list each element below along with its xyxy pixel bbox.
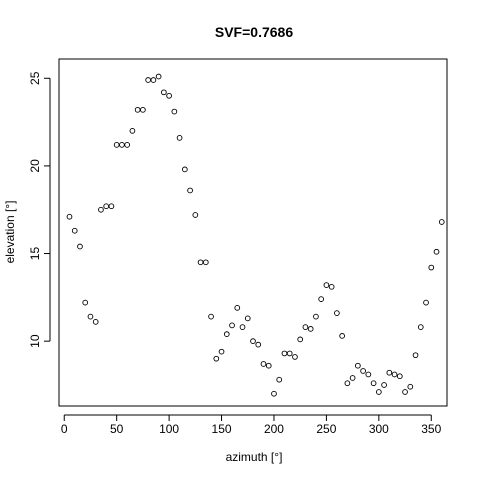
data-point xyxy=(208,313,214,320)
data-point xyxy=(386,369,393,376)
plot-frame xyxy=(58,58,448,407)
data-point xyxy=(370,380,377,387)
x-tick-label: 50 xyxy=(110,422,124,436)
data-point xyxy=(423,299,429,306)
x-axis: 0 50 100 150 200 250 300 350 xyxy=(61,414,442,436)
data-point xyxy=(239,324,246,330)
x-tick-label: 150 xyxy=(212,422,232,436)
data-point xyxy=(360,368,366,374)
x-tick-label: 350 xyxy=(421,422,441,436)
y-axis-label: elevation [°] xyxy=(3,201,17,264)
data-point xyxy=(412,352,419,359)
y-axis: 10 15 20 25 xyxy=(28,71,51,348)
x-tick-label: 300 xyxy=(369,422,389,436)
data-point xyxy=(365,371,372,378)
data-point xyxy=(281,350,288,357)
x-tick-label: 250 xyxy=(316,422,336,436)
data-point xyxy=(307,326,314,332)
data-point xyxy=(381,382,387,388)
data-point xyxy=(255,341,262,348)
data-point xyxy=(302,324,309,330)
data-point xyxy=(181,166,188,173)
data-point xyxy=(334,310,340,316)
data-point xyxy=(234,305,241,311)
data-points xyxy=(66,73,445,397)
data-point xyxy=(113,142,120,148)
data-point xyxy=(244,315,251,322)
data-point xyxy=(161,89,167,96)
data-point xyxy=(155,73,162,80)
data-point xyxy=(260,361,267,367)
data-point xyxy=(82,299,89,306)
data-point xyxy=(344,380,351,387)
data-point xyxy=(292,354,298,360)
data-point xyxy=(375,389,382,395)
data-point xyxy=(355,362,361,369)
x-tick-label: 100 xyxy=(159,422,179,436)
data-point xyxy=(176,135,183,141)
data-point xyxy=(77,243,83,250)
data-point xyxy=(276,376,283,383)
data-point xyxy=(229,322,235,329)
data-point xyxy=(71,227,78,234)
data-point xyxy=(271,390,277,397)
data-point xyxy=(134,106,141,113)
data-point xyxy=(428,264,435,271)
data-point xyxy=(124,142,131,148)
data-point xyxy=(438,219,445,225)
data-point xyxy=(417,324,424,330)
data-point xyxy=(223,331,230,337)
y-tick-label: 15 xyxy=(28,247,42,261)
data-point xyxy=(87,313,94,320)
data-point xyxy=(218,348,225,355)
data-point xyxy=(323,282,330,288)
data-point xyxy=(402,389,408,395)
data-point xyxy=(108,203,115,210)
data-point xyxy=(192,212,199,218)
data-point xyxy=(250,338,256,345)
chart-title: SVF=0.7686 xyxy=(215,24,293,40)
data-point xyxy=(202,259,209,266)
data-point xyxy=(98,206,104,213)
data-point xyxy=(187,187,193,194)
data-point xyxy=(119,142,125,148)
y-tick-label: 25 xyxy=(28,71,42,85)
x-axis-label: azimuth [°] xyxy=(226,450,283,464)
y-tick-label: 10 xyxy=(28,334,42,348)
data-point xyxy=(171,108,178,115)
data-point xyxy=(140,106,146,113)
x-tick-label: 0 xyxy=(61,422,68,436)
data-point xyxy=(286,350,293,357)
data-point xyxy=(150,77,157,83)
y-tick-label: 20 xyxy=(28,159,42,173)
data-point xyxy=(129,128,136,134)
data-point xyxy=(265,362,272,369)
data-point xyxy=(339,333,345,339)
data-point xyxy=(313,313,319,320)
data-point xyxy=(433,248,440,255)
data-point xyxy=(297,336,304,343)
data-point xyxy=(103,203,110,210)
data-point xyxy=(66,213,73,220)
data-point xyxy=(145,77,151,83)
data-point xyxy=(92,319,99,325)
data-point xyxy=(213,355,220,362)
data-point xyxy=(197,259,204,266)
data-point xyxy=(318,296,325,302)
data-point xyxy=(349,375,356,381)
data-point xyxy=(396,373,403,380)
data-point xyxy=(166,92,172,99)
data-point xyxy=(407,383,414,390)
data-point xyxy=(328,283,335,290)
data-point xyxy=(391,371,398,378)
x-tick-label: 200 xyxy=(264,422,284,436)
